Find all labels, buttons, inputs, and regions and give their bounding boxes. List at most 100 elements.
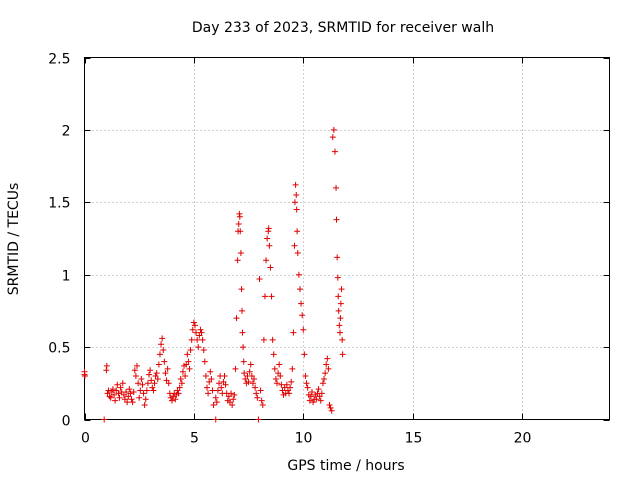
data-point	[256, 276, 263, 283]
data-point	[165, 380, 172, 387]
data-point	[176, 384, 183, 391]
data-point	[154, 375, 161, 382]
data-point	[236, 213, 243, 220]
data-point	[258, 397, 265, 404]
data-point	[142, 396, 149, 403]
data-point	[238, 286, 245, 293]
data-point	[130, 388, 137, 395]
data-point	[105, 387, 112, 394]
data-point	[200, 346, 207, 353]
data-point	[208, 375, 215, 382]
data-point	[304, 384, 311, 391]
data-point	[240, 358, 247, 365]
data-point	[81, 373, 88, 380]
data-point	[233, 315, 240, 322]
data-point	[186, 365, 193, 372]
data-point	[254, 394, 261, 401]
data-point	[150, 387, 157, 394]
data-point	[322, 370, 329, 377]
data-point	[201, 358, 208, 365]
data-point	[184, 351, 191, 358]
data-point	[202, 373, 209, 380]
data-point	[228, 390, 235, 397]
data-point	[263, 257, 270, 264]
data-point	[331, 148, 338, 155]
data-point	[116, 394, 123, 401]
data-point	[107, 394, 114, 401]
data-point	[134, 362, 140, 369]
data-point	[318, 390, 325, 397]
data-point	[164, 365, 171, 372]
plot-frame	[84, 57, 610, 420]
data-point	[218, 384, 225, 391]
data-point	[117, 384, 124, 391]
y-tick-label: 0	[62, 414, 71, 430]
data-point	[293, 192, 300, 199]
data-point	[162, 370, 169, 377]
data-point	[239, 329, 246, 336]
data-point	[291, 199, 298, 206]
data-point	[329, 134, 336, 141]
data-point	[119, 380, 126, 387]
x-tick-label: 5	[190, 431, 199, 447]
data-point	[101, 416, 108, 423]
data-point	[240, 344, 247, 351]
y-tick-label: 2.5	[48, 52, 70, 68]
data-point	[287, 384, 294, 391]
x-tick-label: 20	[514, 431, 532, 447]
data-point	[179, 368, 186, 375]
data-point	[271, 365, 278, 372]
data-point	[135, 380, 142, 387]
data-point	[237, 228, 244, 235]
data-point	[328, 407, 335, 414]
data-point	[131, 367, 138, 374]
data-point	[310, 399, 317, 406]
data-point	[232, 365, 239, 372]
data-point	[338, 286, 345, 293]
data-point	[205, 390, 212, 397]
data-point	[129, 399, 136, 406]
data-point	[124, 399, 131, 406]
data-point	[319, 380, 326, 387]
chart-title: Day 233 of 2023, SRMTID for receiver wal…	[192, 20, 494, 36]
data-point	[292, 181, 299, 188]
data-point	[210, 402, 217, 409]
data-point	[291, 242, 298, 249]
data-point	[221, 373, 228, 380]
data-point	[276, 361, 283, 368]
data-point	[239, 307, 245, 314]
data-point	[294, 249, 301, 256]
data-point	[249, 380, 256, 387]
data-point	[207, 368, 214, 375]
y-tick-label: 1	[62, 269, 71, 285]
data-point	[153, 370, 160, 377]
data-point	[115, 390, 122, 397]
data-point	[301, 351, 308, 358]
data-point	[309, 388, 315, 395]
data-point	[324, 355, 331, 362]
data-point	[204, 384, 210, 391]
y-tick-label: 1.5	[48, 196, 70, 212]
data-point	[156, 351, 163, 358]
x-axis-label: GPS time / hours	[287, 458, 404, 474]
data-point	[187, 346, 194, 353]
data-point	[323, 361, 330, 368]
data-point	[147, 367, 154, 374]
data-point	[295, 271, 302, 278]
data-point	[300, 326, 307, 333]
data-point	[155, 361, 162, 368]
x-tick-label: 10	[295, 431, 313, 447]
data-point	[255, 416, 262, 423]
data-point	[209, 387, 216, 394]
data-point	[298, 300, 305, 307]
data-point	[175, 390, 182, 397]
data-point	[214, 387, 221, 394]
data-point	[339, 351, 346, 358]
data-point	[293, 206, 300, 213]
data-point	[253, 390, 260, 397]
data-point	[191, 322, 198, 329]
data-point	[172, 396, 179, 403]
data-point	[270, 351, 277, 358]
